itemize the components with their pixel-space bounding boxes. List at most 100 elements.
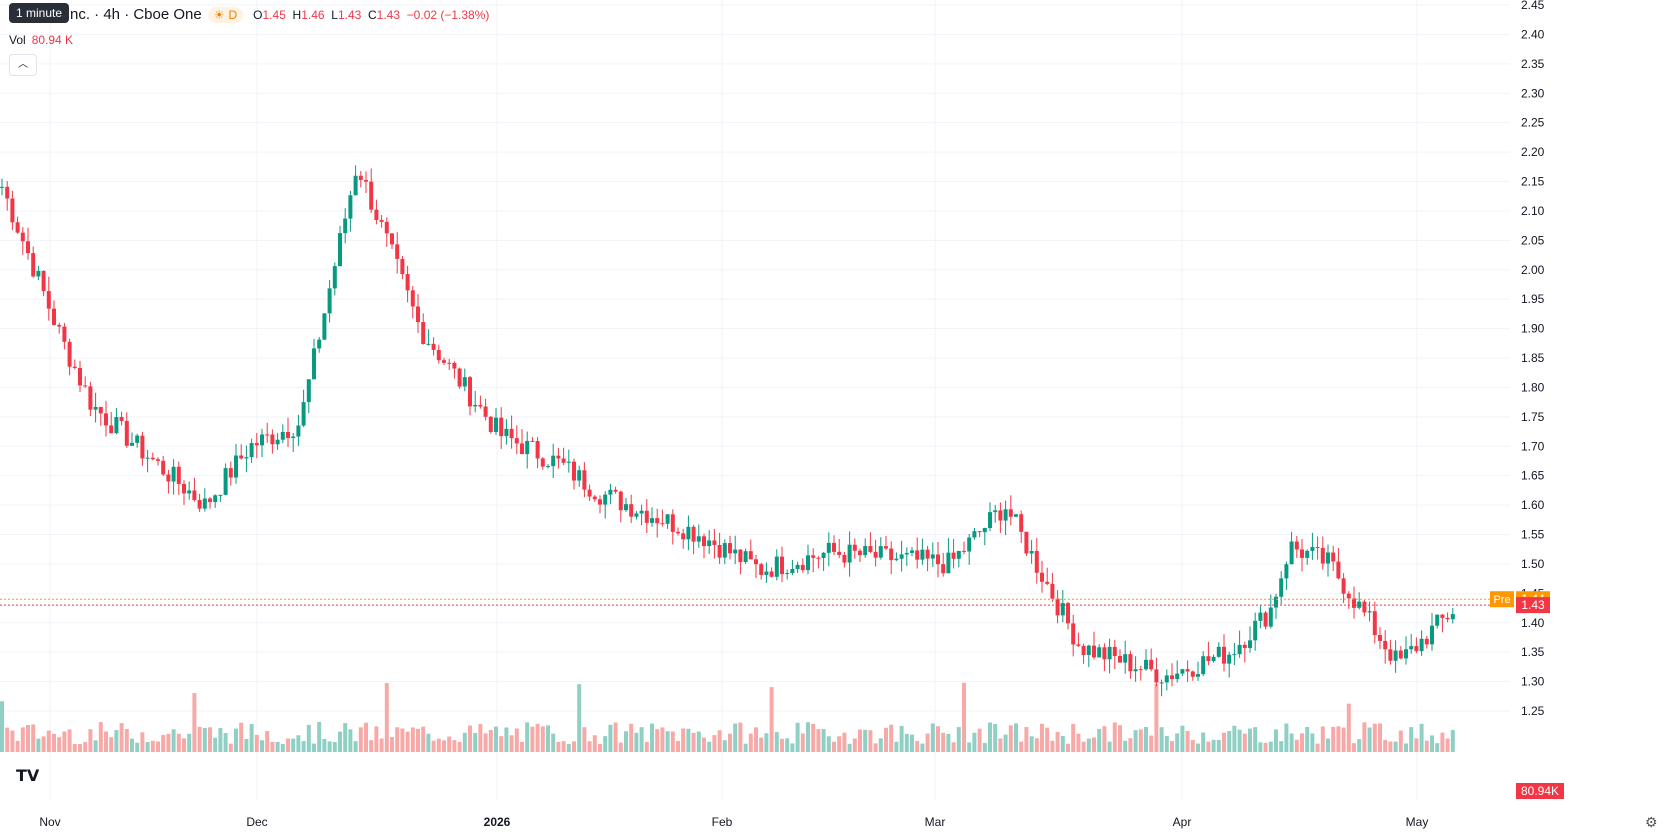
tradingview-logo-icon[interactable]: TV [16, 766, 40, 785]
volume-bar [488, 729, 493, 752]
candle-body [1326, 552, 1330, 564]
candle-body [244, 457, 249, 459]
open-label: O [253, 7, 263, 22]
candle-body [915, 550, 920, 560]
high-value: 1.46 [301, 7, 325, 22]
candle-body [910, 550, 914, 553]
candle-body [520, 443, 524, 455]
volume-bar [717, 730, 722, 752]
volume-bar [1164, 735, 1169, 752]
volume-bar [405, 731, 410, 752]
candle-body [1404, 649, 1408, 659]
candle-body [161, 460, 166, 475]
volume-bar [93, 740, 98, 752]
volume-bar [1341, 727, 1346, 752]
volume-tag-value: 80.94K [1521, 784, 1559, 798]
volume-bar [811, 723, 816, 752]
y-tick-label: 2.10 [1521, 204, 1545, 218]
volume-bar [218, 728, 223, 752]
candle-body [306, 379, 311, 403]
volume-bar [598, 743, 602, 752]
volume-bar [858, 729, 862, 752]
high-label: H [292, 7, 302, 22]
candle-body [1435, 614, 1440, 626]
volume-bar [639, 727, 644, 752]
candle-body [1263, 612, 1268, 627]
candle-body [416, 306, 420, 323]
volume-bar [1414, 738, 1419, 752]
candle-body [686, 526, 691, 540]
candle-body [826, 542, 831, 553]
chart-grid [0, 0, 1510, 800]
candle-body [1393, 650, 1398, 661]
volume-bar [135, 742, 140, 752]
candle-body [561, 458, 566, 463]
volume-tag-bg [1516, 783, 1564, 799]
candle-body [218, 494, 223, 496]
low-label: L [331, 7, 338, 22]
y-tick-label: 1.50 [1521, 557, 1545, 571]
collapse-legend-button[interactable]: ︿ [9, 54, 37, 76]
y-tick-label: 1.60 [1521, 498, 1545, 512]
volume-bar [483, 733, 488, 752]
candle-body [759, 564, 764, 575]
volume-bar [1196, 743, 1200, 752]
volume-bars [0, 682, 1455, 752]
volume-bar [1294, 739, 1299, 752]
symbol-title[interactable]: nc. · 4h · Cboe One [70, 6, 202, 23]
volume-bar [208, 727, 212, 752]
volume-bar [26, 724, 30, 752]
volume-bar [1076, 733, 1081, 752]
volume-bar [603, 736, 608, 752]
candle-body [592, 496, 597, 500]
volume-bar [119, 723, 124, 752]
candle-body [62, 326, 67, 342]
candle-body [712, 540, 717, 545]
candle-body [587, 489, 592, 497]
x-tick-label: 2026 [484, 815, 511, 829]
candle-body [1170, 675, 1174, 680]
volume-bar [1159, 727, 1164, 752]
volume-bar [780, 738, 784, 752]
volume-bar [390, 737, 394, 752]
volume-bar [525, 722, 530, 752]
gear-icon[interactable]: ⚙ [1645, 814, 1658, 830]
volume-bar [842, 732, 847, 752]
volume-bar [1388, 741, 1393, 752]
candle-body [1071, 623, 1076, 645]
volume-bar [832, 741, 836, 752]
volume-bar [1430, 735, 1434, 752]
volume-bar [1138, 729, 1143, 752]
candle-body [431, 343, 436, 350]
y-tick-label: 1.55 [1521, 528, 1545, 542]
volume-bar [442, 740, 446, 752]
volume-bar [426, 733, 431, 752]
candle-body [124, 421, 129, 446]
volume-bar [1242, 733, 1247, 752]
volume-bar [1419, 723, 1424, 752]
candle-body [525, 440, 530, 455]
time-axis: Nov Dec 2026 Feb Mar Apr May [39, 815, 1428, 829]
candle-body [0, 186, 4, 188]
volume-bar [582, 727, 587, 752]
volume-bar [1014, 723, 1018, 752]
volume-bar [260, 740, 264, 752]
volume-bar [988, 722, 992, 752]
volume-bar [15, 740, 20, 752]
candle-body [962, 550, 966, 552]
volume-bar [182, 738, 186, 752]
candle-body [114, 417, 119, 434]
volume-bar [956, 727, 961, 752]
volume-bar [400, 728, 405, 752]
volume-bar [878, 738, 883, 752]
volume-bar [707, 741, 712, 752]
session-badge[interactable]: ☀ D [207, 6, 244, 23]
candle-body [650, 518, 654, 523]
volume-bar [374, 726, 379, 752]
candle-body [286, 431, 290, 439]
volume-bar [1206, 741, 1211, 752]
candle-body [1206, 656, 1211, 662]
volume-bar [317, 722, 322, 752]
